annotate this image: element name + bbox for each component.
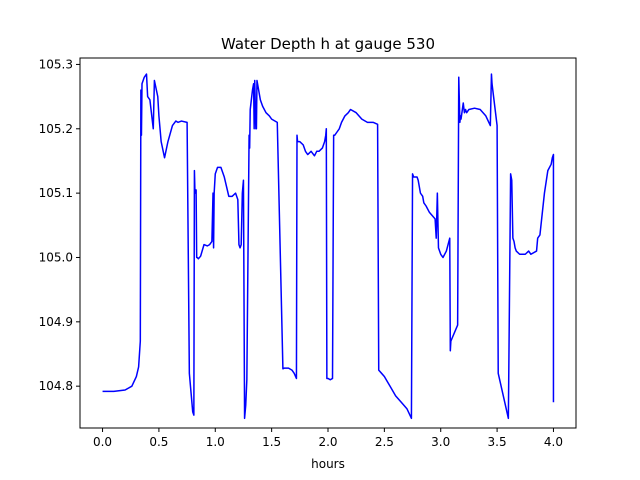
x-tick-label: 3.0	[431, 435, 450, 449]
x-tick-label: 0.5	[149, 435, 168, 449]
y-tick-label: 105.1	[39, 186, 73, 200]
axes-frame	[79, 57, 577, 429]
y-tick-label: 105.0	[39, 250, 73, 264]
x-tick-label: 2.0	[318, 435, 337, 449]
series-line-1	[102, 73, 555, 420]
chart-title: Water Depth h at gauge 530	[221, 35, 435, 53]
y-tick-label: 105.3	[39, 57, 73, 71]
x-tick-label: 2.5	[375, 435, 394, 449]
y-tick-label: 104.9	[39, 315, 73, 329]
x-tick-label: 1.0	[206, 435, 225, 449]
x-tick-label: 1.5	[262, 435, 281, 449]
x-tick-label: 0.0	[93, 435, 112, 449]
y-tick-label: 104.8	[39, 379, 73, 393]
y-axis-ticks: 104.8 104.9 105.0 105.1 105.2 105.3	[39, 57, 80, 393]
x-axis-ticks: 0.0 0.5 1.0 1.5 2.0 2.5 3.0 3.5 4.0	[93, 428, 563, 449]
y-tick-label: 105.2	[39, 122, 73, 136]
x-tick-label: 4.0	[544, 435, 563, 449]
x-tick-label: 3.5	[488, 435, 507, 449]
x-axis-label: hours	[311, 457, 345, 471]
plot-area	[102, 73, 555, 420]
